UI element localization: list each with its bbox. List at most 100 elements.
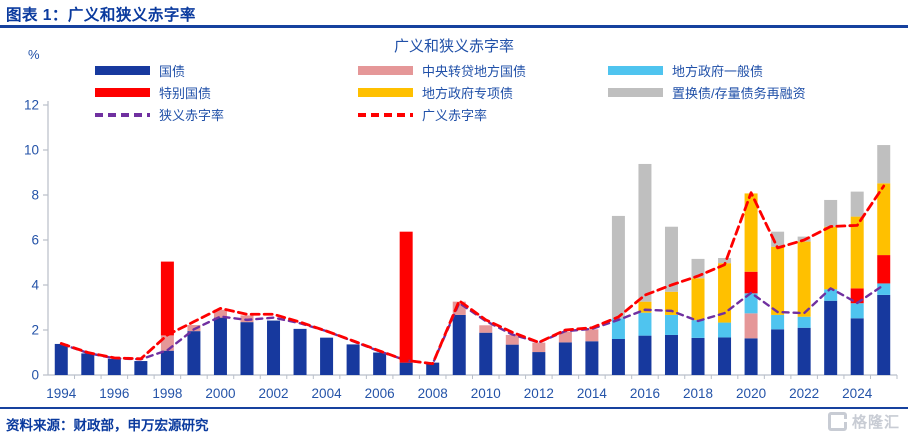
header-divider [0,25,908,28]
bar-segment-国债 [718,337,732,375]
x-tick-label: 2020 [736,386,766,401]
local-general-swatch-icon [608,66,663,75]
x-tick-label: 1994 [46,386,77,401]
bar-segment-国债 [585,341,599,375]
bar-segment-特别国债 [399,231,413,363]
y-tick-label: 10 [24,143,39,158]
bar-segment-特别国债 [744,271,758,294]
special-treasury-swatch-icon [95,88,150,97]
gelonghui-watermark: 格隆汇 [827,411,900,432]
bar-segment-地方政府一般债 [611,318,625,339]
swap-refinancing-swatch-icon [608,88,663,97]
legend-label: 狭义赤字率 [159,108,225,123]
chart-title: 广义和狭义赤字率 [393,38,515,55]
legend-label: 地方政府专项债 [422,86,514,101]
bar-segment-置换债/存量债务再融资 [877,145,891,184]
y-axis-unit-label: % [28,47,40,62]
bar-segment-中央转贷地方国债 [532,342,546,353]
bar-segment-中央转贷地方国债 [479,325,493,333]
legend-label: 地方政府一般债 [672,64,764,79]
x-tick-label: 2012 [524,386,554,401]
legend-item-local-special-bond: 地方政府专项债 [358,83,608,102]
x-tick-label: 1998 [152,386,182,401]
local-special-swatch-icon [358,88,413,97]
bar-segment-地方政府专项债 [691,278,705,321]
bar-segment-国债 [664,334,678,375]
bar-segment-国债 [691,337,705,375]
bar-segment-地方政府专项债 [824,226,838,290]
bar-segment-地方政府专项债 [718,263,732,323]
bar-segment-国债 [213,317,227,375]
bar-segment-地方政府专项债 [638,301,652,313]
x-tick-label: 2010 [471,386,501,401]
bar-segment-地方政府一般债 [877,283,891,295]
bar-segment-国债 [850,318,864,375]
x-tick-label: 2006 [365,386,395,401]
bar-segment-特别国债 [160,261,174,336]
bar-segment-置换债/存量债务再融资 [664,226,678,292]
x-tick-label: 2002 [258,386,288,401]
bar-segment-地方政府一般债 [664,314,678,335]
bar-segment-置换债/存量债务再融资 [611,215,625,319]
x-tick-label: 2016 [630,386,660,401]
bar-segment-国债 [346,344,360,375]
bar-segment-中央转贷地方国债 [558,331,572,343]
bar-segment-国债 [81,353,95,375]
bar-segment-置换债/存量债务再融资 [638,163,652,302]
line-广义赤字率 [59,184,886,366]
x-tick-label: 2022 [789,386,819,401]
gelonghui-logo-text: 格隆汇 [851,414,900,431]
x-tick-label: 2018 [683,386,713,401]
x-tick-label: 2008 [418,386,448,401]
bar-segment-地方政府专项债 [664,291,678,315]
x-tick-label: 2004 [312,386,343,401]
bar-segment-国债 [187,331,201,375]
legend-label: 广义赤字率 [422,108,488,123]
bar-segment-地方政府专项债 [877,183,891,256]
source-text: 资料来源：财政部，申万宏源研究 [6,418,209,433]
bar-segment-国债 [532,352,546,375]
narrow-deficit-dash-icon [95,112,150,117]
bar-segment-国债 [240,322,254,375]
y-tick-label: 8 [31,188,39,203]
bar-segment-地方政府专项债 [771,246,785,315]
legend-item-narrow-deficit-line: 狭义赤字率 [95,105,358,124]
legend-item-swap-refinancing-bond: 置换债/存量债务再融资 [608,83,806,102]
bar-segment-国债 [293,328,307,375]
bar-segment-地方政府一般债 [850,303,864,319]
bar-segment-国债 [479,332,493,375]
legend-item-special-treasury-bond: 特别国债 [95,83,358,102]
legend-label: 特别国债 [159,86,212,101]
legend-label: 中央转贷地方国债 [422,64,527,79]
bar-segment-中央转贷地方国债 [213,309,227,318]
legend-item-broad-deficit-line: 广义赤字率 [358,105,608,124]
bar-segment-国债 [107,358,121,375]
footer-divider [0,407,908,410]
bar-segment-国债 [452,314,466,375]
bar-segment-地方政府专项债 [744,193,758,272]
bar-segment-地方政府一般债 [638,312,652,336]
bar-segment-国债 [505,344,519,375]
bar-segment-置换债/存量债务再融资 [824,199,838,227]
central-onlent-swatch-icon [358,66,413,75]
line-狭义赤字率 [60,283,885,365]
bar-segment-置换债/存量债务再融资 [718,258,732,264]
y-tick-label: 0 [31,368,39,383]
bar-segment-国债 [638,335,652,375]
legend-item-central-onlent-local: 中央转贷地方国债 [358,61,608,80]
bar-segment-中央转贷地方国债 [585,329,599,342]
legend-item-local-general-bond: 地方政府一般债 [608,61,806,80]
bar-segment-国债 [611,339,625,375]
y-tick-label: 4 [31,278,39,293]
bar-segment-国债 [399,362,413,375]
bar-segment-国债 [558,342,572,375]
chart-legend: 国债 中央转贷地方国债 地方政府一般债 特别国债 地方政府专项债 置换债/存量债… [95,61,806,124]
x-tick-label: 1996 [99,386,129,401]
bar-segment-置换债/存量债务再融资 [850,191,864,217]
legend-item-treasury-bond: 国债 [95,61,358,80]
bar-segment-国债 [797,327,811,375]
bar-segment-国债 [134,361,148,375]
x-tick-label: 2000 [205,386,235,401]
bar-segment-地方政府专项债 [797,241,811,317]
